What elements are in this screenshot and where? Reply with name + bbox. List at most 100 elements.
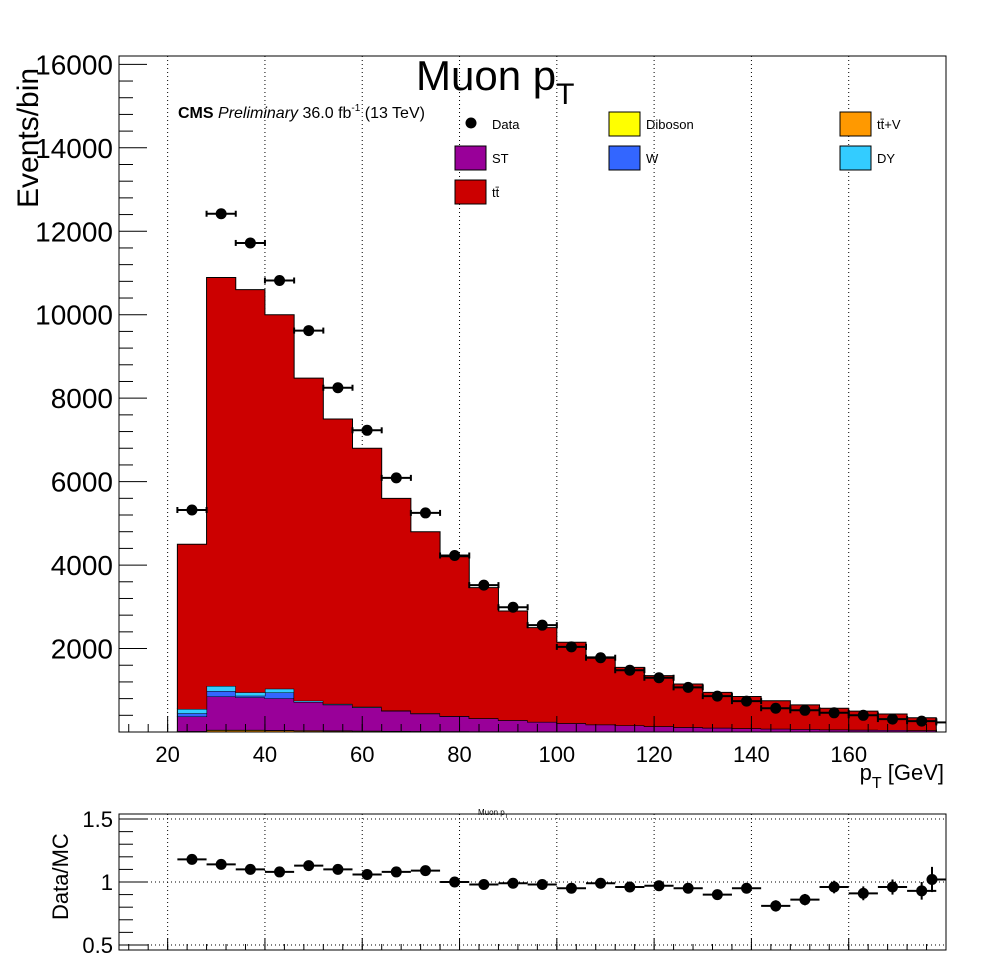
- experiment-label: CMS Preliminary 36.0 fb-1 (13 TeV): [178, 103, 425, 122]
- legend-swatch: [608, 145, 641, 171]
- plot-title: Muon pT: [416, 52, 574, 111]
- histogram-outline: [176, 276, 937, 732]
- x-tick-label: 100: [538, 742, 575, 767]
- y-tick-label: 2000: [51, 634, 113, 665]
- main-plot-frame: [118, 55, 947, 733]
- legend-label: ST: [492, 151, 509, 166]
- ratio-point: [857, 887, 869, 899]
- x-axis-label-subscript: T: [872, 775, 882, 792]
- ratio-point: [332, 863, 344, 875]
- main-plot: 2000 4000 6000 8000 10000 12000 14000 16000 20 40…: [35, 49, 947, 767]
- data-point: [332, 382, 344, 394]
- ratio-point: [274, 866, 286, 878]
- x-axis-label: pT [GeV]: [860, 760, 944, 792]
- ratio-point: [886, 881, 898, 893]
- luminosity-exponent: -1: [351, 103, 360, 114]
- ratio-y-tick-label: 1.5: [82, 807, 113, 832]
- ratio-point: [449, 876, 461, 888]
- ratio-point: [478, 879, 490, 891]
- ratio-plot-frame: [118, 813, 947, 951]
- x-tick-label: 140: [733, 742, 770, 767]
- x-tick-label: 60: [350, 742, 374, 767]
- ratio-point: [653, 880, 665, 892]
- x-tick-label: 120: [636, 742, 673, 767]
- ratio-point: [624, 881, 636, 893]
- histogram-stack-tt: [177, 277, 937, 731]
- ratio-point: [926, 873, 938, 885]
- y-axis-label: Events/bin: [12, 68, 45, 208]
- data-point: [215, 208, 227, 220]
- ratio-plot-title-subscript: T: [505, 814, 509, 820]
- data-point: [244, 237, 256, 249]
- data-point: [449, 549, 461, 561]
- y-tick-label: 16000: [35, 49, 113, 80]
- ratio-point: [828, 881, 840, 893]
- legend-label: DY: [877, 151, 895, 166]
- y-tick-label: 6000: [51, 467, 113, 498]
- legend-label: W: [646, 151, 659, 166]
- legend-label: Data: [492, 117, 520, 132]
- data-point: [507, 601, 519, 613]
- data-point: [478, 579, 490, 591]
- legend: Data Diboson tt̄+V ST W DY tt̄: [454, 111, 901, 205]
- legend-swatch: [839, 111, 872, 137]
- x-axis-label-unit: [GeV]: [882, 760, 944, 785]
- y-tick-label: 8000: [51, 383, 113, 414]
- luminosity-label: 36.0 fb: [302, 105, 351, 122]
- data-point: [828, 707, 840, 719]
- legend-swatch: [608, 111, 641, 137]
- data-point: [565, 641, 577, 653]
- data-point: [536, 619, 548, 631]
- ratio-plot-title: Muon pT: [478, 808, 509, 820]
- data-point: [186, 504, 198, 516]
- data-point: [682, 681, 694, 693]
- ratio-point: [390, 866, 402, 878]
- ratio-plot-title-main: Muon p: [478, 808, 505, 817]
- data-point: [799, 704, 811, 716]
- ratio-point: [536, 879, 548, 891]
- data-point: [303, 325, 315, 337]
- legend-swatch: [454, 145, 487, 171]
- data-point: [653, 672, 665, 684]
- y-tick-label: 10000: [35, 300, 113, 331]
- plot-title-subscript: T: [556, 78, 574, 111]
- data-point: [711, 690, 723, 702]
- preliminary-label: Preliminary: [218, 105, 299, 122]
- plot-title-main: Muon p: [416, 52, 556, 99]
- data-point: [624, 664, 636, 676]
- legend-label: Diboson: [646, 117, 694, 132]
- data-point: [741, 695, 753, 707]
- data-point: [274, 274, 286, 286]
- ratio-point: [186, 853, 198, 865]
- data-point: [595, 652, 607, 664]
- x-tick-label: 160: [830, 742, 867, 767]
- x-axis-label-main: p: [860, 760, 872, 785]
- ratio-point: [682, 882, 694, 894]
- ratio-point: [419, 865, 431, 877]
- ratio-point: [361, 868, 373, 880]
- x-tick-label: 80: [447, 742, 471, 767]
- histogram-stack-st: [177, 696, 937, 732]
- ratio-point: [303, 860, 315, 872]
- y-tick-label: 4000: [51, 550, 113, 581]
- ratio-point: [507, 877, 519, 889]
- data-point: [886, 713, 898, 725]
- x-tick-label: 40: [253, 742, 277, 767]
- ratio-y-tick-label: 0.5: [82, 933, 113, 958]
- ratio-point: [741, 882, 753, 894]
- legend-label: tt̄+V: [877, 117, 901, 132]
- ratio-y-axis-label: Data/MC: [48, 833, 73, 920]
- data-point: [419, 507, 431, 519]
- data-point: [857, 709, 869, 721]
- ratio-point: [244, 863, 256, 875]
- legend-swatch: [839, 145, 872, 171]
- y-tick-label: 12000: [35, 216, 113, 247]
- legend-label: tt̄: [492, 185, 500, 200]
- legend-swatch: [454, 179, 487, 205]
- ratio-point: [215, 858, 227, 870]
- ratio-plot: 0.5 1 1.5: [82, 807, 947, 958]
- data-point: [390, 472, 402, 484]
- x-tick-label: 20: [155, 742, 179, 767]
- energy-label: (13 TeV): [360, 105, 425, 122]
